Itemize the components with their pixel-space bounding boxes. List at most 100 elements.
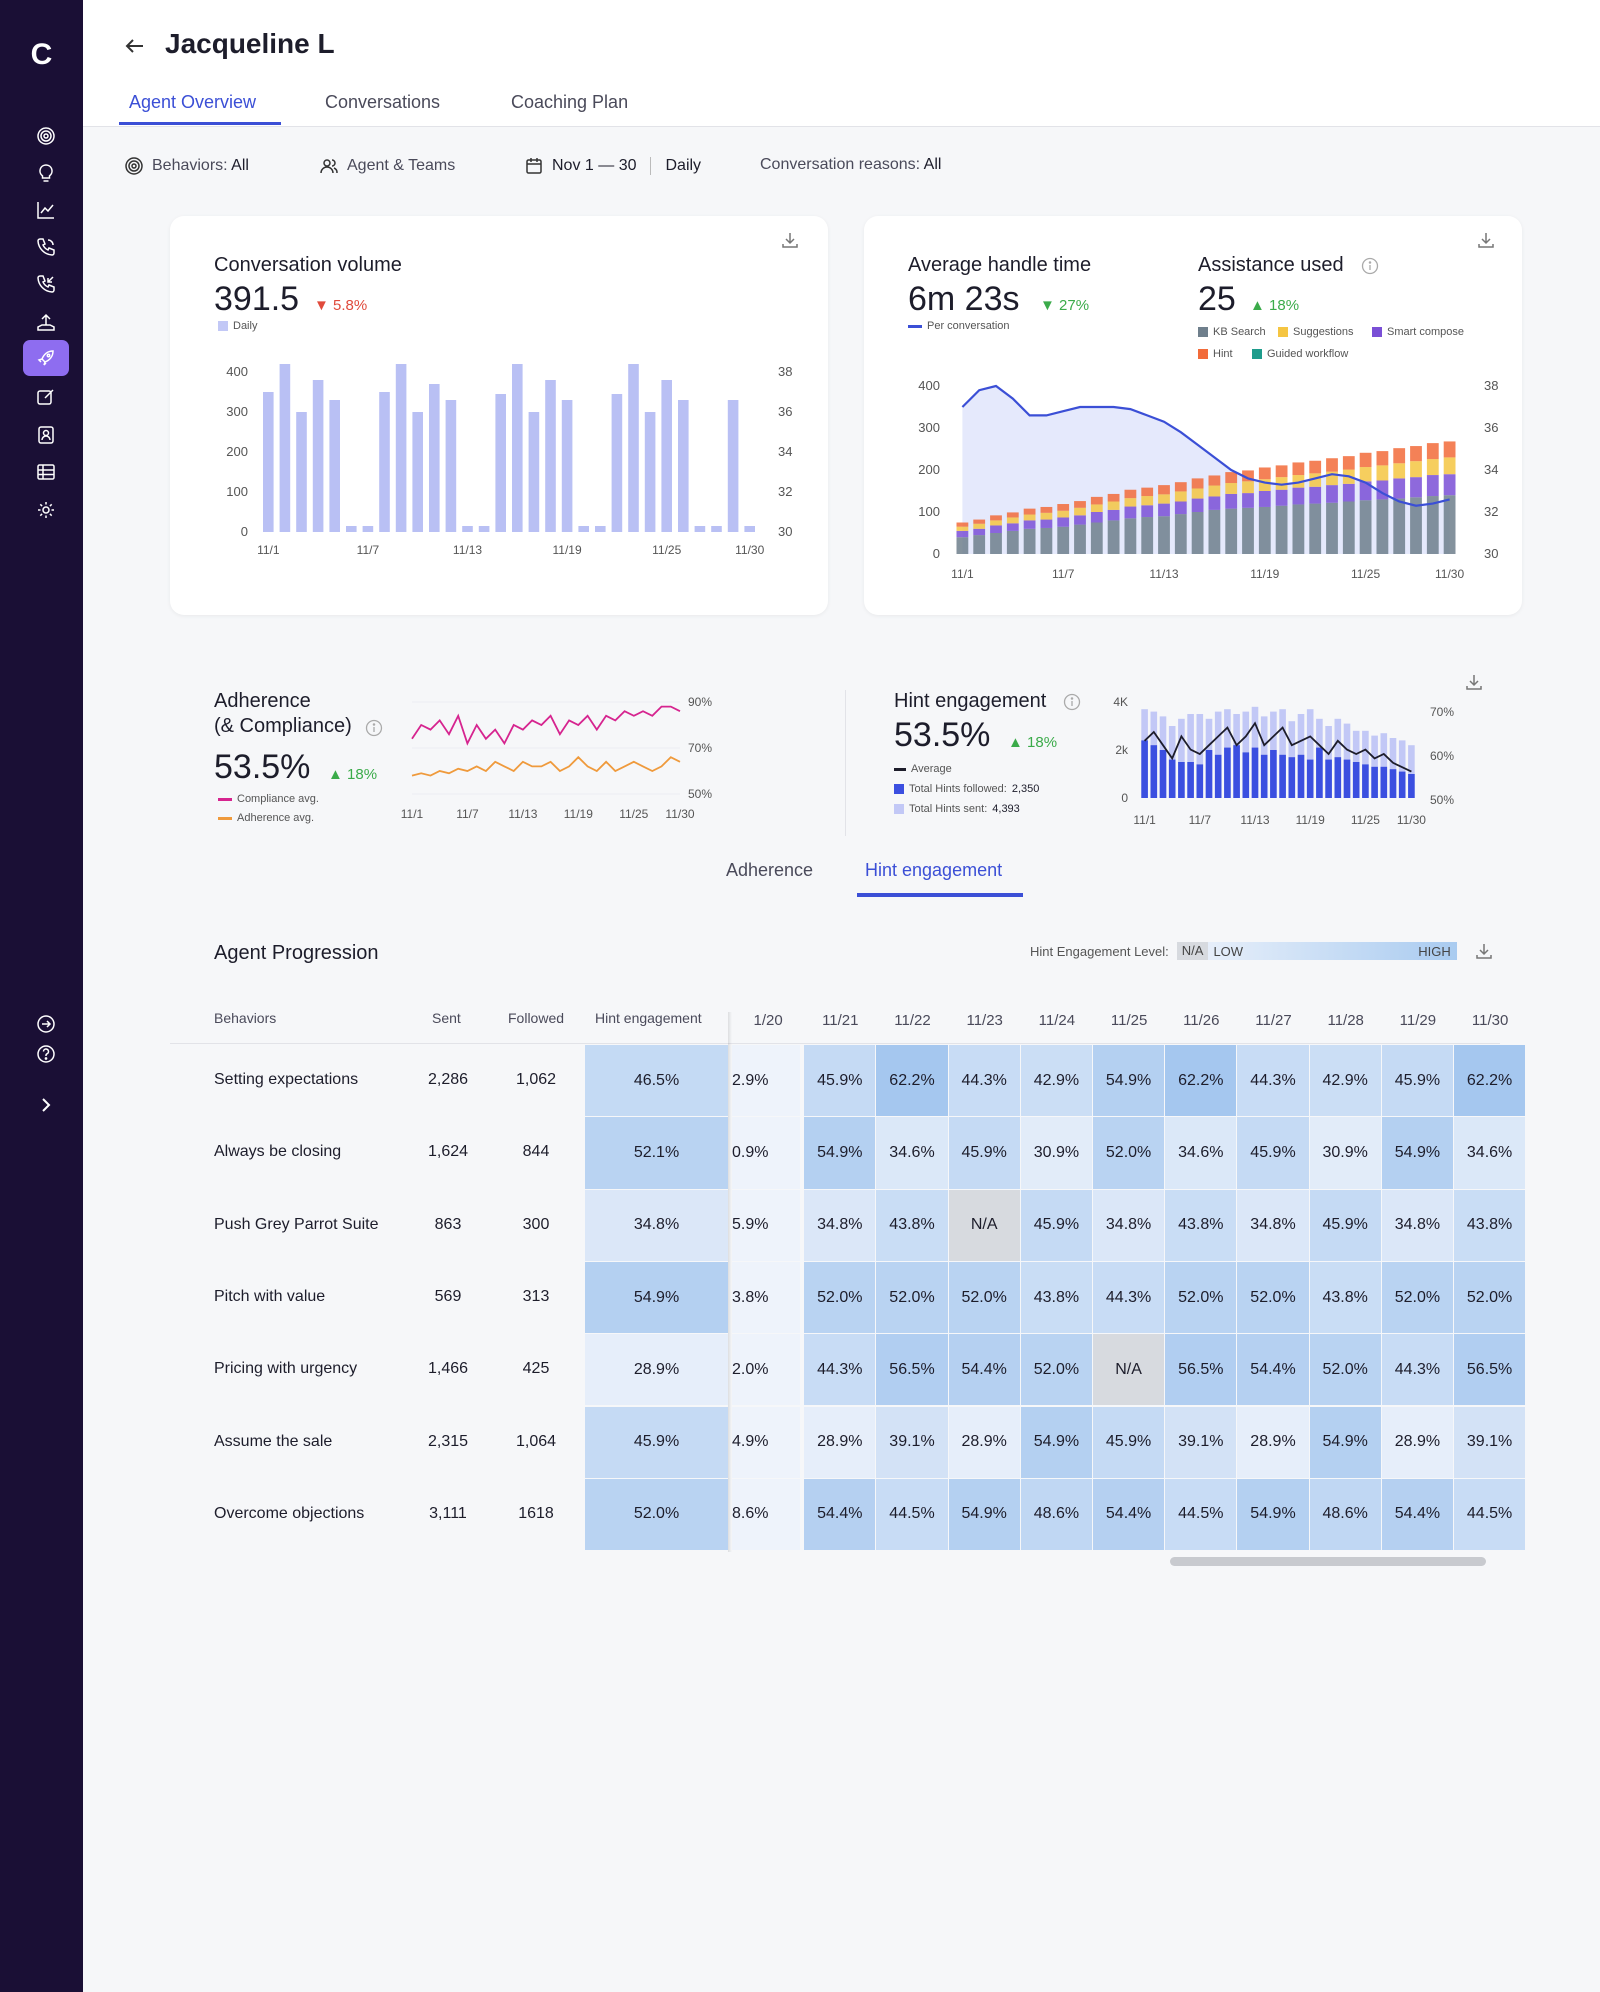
heatmap-cell[interactable]: 52.0% (948, 1261, 1020, 1334)
heatmap-cell[interactable]: 34.8% (1237, 1189, 1309, 1261)
download-icon[interactable] (1476, 230, 1496, 250)
heatmap-cell[interactable]: 5.9% (732, 1189, 801, 1261)
engagement-cell[interactable]: 28.9% (585, 1334, 728, 1406)
heatmap-cell[interactable]: 52.0% (876, 1261, 948, 1334)
heatmap-cell[interactable]: 28.9% (948, 1406, 1020, 1478)
heatmap-cell[interactable]: 54.4% (948, 1334, 1020, 1406)
col-sent[interactable]: Sent (432, 1010, 461, 1026)
heatmap-cell[interactable]: 52.0% (1454, 1261, 1526, 1334)
heatmap-cell[interactable]: 39.1% (1165, 1406, 1237, 1478)
upload-icon[interactable] (23, 304, 69, 340)
heatmap-cell[interactable]: 4.9% (732, 1406, 801, 1478)
heatmap-cell[interactable]: N/A (1093, 1334, 1165, 1406)
heatmap-cell[interactable]: 54.9% (1309, 1406, 1381, 1478)
heatmap-cell[interactable]: 3.8% (732, 1261, 801, 1334)
heatmap-cell[interactable]: 52.0% (1381, 1261, 1453, 1334)
info-icon[interactable] (365, 719, 383, 737)
heatmap-cell[interactable]: 52.0% (1165, 1261, 1237, 1334)
heatmap-cell[interactable]: 44.3% (948, 1045, 1020, 1117)
heatmap-cell[interactable]: 54.9% (804, 1117, 876, 1189)
subtab-hint-engagement[interactable]: Hint engagement (865, 860, 1003, 880)
heatmap-cell[interactable]: 44.3% (804, 1334, 876, 1406)
heatmap-cell[interactable]: 44.5% (1165, 1478, 1237, 1551)
heatmap-cell[interactable]: 52.0% (1093, 1117, 1165, 1189)
heatmap-cell[interactable]: 28.9% (1237, 1406, 1309, 1478)
conversation-reasons-filter[interactable]: Conversation reasons: All (760, 156, 941, 174)
heatmap-cell[interactable]: 28.9% (804, 1406, 876, 1478)
line-chart-icon[interactable] (23, 192, 69, 228)
heatmap-cell[interactable]: 44.5% (1454, 1478, 1526, 1551)
heatmap-cell[interactable]: 45.9% (1381, 1045, 1453, 1117)
heatmap-cell[interactable]: 45.9% (1020, 1189, 1092, 1261)
heatmap-cell[interactable]: 44.5% (876, 1478, 948, 1551)
heatmap-cell[interactable]: 2.9% (732, 1045, 801, 1117)
date-column-header[interactable]: 1/20 (753, 1012, 783, 1029)
heatmap-cell[interactable]: 43.8% (1165, 1189, 1237, 1261)
heatmap-cell[interactable]: N/A (948, 1189, 1020, 1261)
date-filter[interactable]: Nov 1 — 30 Daily (524, 156, 701, 176)
heatmap-cell[interactable]: 54.4% (1093, 1478, 1165, 1551)
heatmap-cell[interactable]: 52.0% (1309, 1334, 1381, 1406)
heatmap-cell[interactable]: 42.9% (1020, 1045, 1092, 1117)
app-logo[interactable]: C (30, 38, 53, 71)
heatmap-cell[interactable]: 48.6% (1309, 1478, 1381, 1551)
date-column-header[interactable]: 11/29 (1399, 1012, 1437, 1029)
heatmap-cell[interactable]: 52.0% (1020, 1334, 1092, 1406)
date-column-header[interactable]: 11/30 (1471, 1012, 1509, 1029)
heatmap-cell[interactable]: 54.9% (1093, 1045, 1165, 1117)
date-column-header[interactable]: 11/21 (822, 1012, 859, 1029)
download-icon[interactable] (780, 230, 800, 250)
behaviors-filter[interactable]: Behaviors: All (124, 156, 249, 176)
heatmap-cell[interactable]: 34.8% (804, 1189, 876, 1261)
gear-icon[interactable] (23, 492, 69, 528)
date-column-header[interactable]: 11/27 (1255, 1012, 1292, 1029)
heatmap-cell[interactable]: 54.4% (804, 1478, 876, 1551)
col-behaviors[interactable]: Behaviors (214, 1010, 277, 1026)
date-column-header[interactable]: 11/28 (1327, 1012, 1364, 1029)
heatmap-cell[interactable]: 54.4% (1381, 1478, 1453, 1551)
heatmap-cell[interactable]: 54.9% (948, 1478, 1020, 1551)
horizontal-scrollbar[interactable] (1170, 1557, 1486, 1566)
download-icon[interactable] (1474, 941, 1494, 961)
back-arrow-icon[interactable] (123, 34, 147, 58)
rocket-icon[interactable] (23, 340, 69, 376)
heatmap-cell[interactable]: 54.9% (1020, 1406, 1092, 1478)
expand-chevron-icon[interactable] (23, 1087, 69, 1123)
heatmap-cell[interactable]: 62.2% (1165, 1045, 1237, 1117)
heatmap-cell[interactable]: 30.9% (1309, 1117, 1381, 1189)
heatmap-cell[interactable]: 45.9% (804, 1045, 876, 1117)
heatmap-cell[interactable]: 54.9% (1381, 1117, 1453, 1189)
heatmap-cell[interactable]: 45.9% (1093, 1406, 1165, 1478)
lightbulb-icon[interactable] (23, 155, 69, 191)
heatmap-cell[interactable]: 2.0% (732, 1334, 801, 1406)
heatmap-cell[interactable]: 44.3% (1381, 1334, 1453, 1406)
heatmap-cell[interactable]: 44.3% (1237, 1045, 1309, 1117)
tab-conversations[interactable]: Conversations (325, 92, 441, 112)
col-followed[interactable]: Followed (508, 1010, 565, 1026)
heatmap-cell[interactable]: 62.2% (1454, 1045, 1526, 1117)
date-column-header[interactable]: 11/25 (1110, 1012, 1148, 1029)
heatmap-cell[interactable]: 34.6% (876, 1117, 948, 1189)
heatmap-cell[interactable]: 0.9% (732, 1117, 801, 1189)
heatmap-cell[interactable]: 39.1% (1454, 1406, 1526, 1478)
date-column-header[interactable]: 11/24 (1038, 1012, 1076, 1029)
date-column-header[interactable]: 11/26 (1183, 1012, 1220, 1029)
heatmap-cell[interactable]: 54.4% (1237, 1334, 1309, 1406)
heatmap-cell[interactable]: 39.1% (876, 1406, 948, 1478)
col-hint-engagement[interactable]: Hint engagement (595, 1010, 702, 1026)
info-icon[interactable] (1361, 257, 1379, 275)
heatmap-cell[interactable]: 45.9% (948, 1117, 1020, 1189)
heatmap-cell[interactable]: 28.9% (1381, 1406, 1453, 1478)
subtab-adherence[interactable]: Adherence (726, 860, 814, 880)
heatmap-cell[interactable]: 56.5% (1165, 1334, 1237, 1406)
engagement-cell[interactable]: 52.1% (585, 1117, 728, 1189)
engagement-cell[interactable]: 46.5% (585, 1045, 728, 1117)
date-column-header[interactable]: 11/23 (966, 1012, 1003, 1029)
heatmap-cell[interactable]: 52.0% (804, 1261, 876, 1334)
heatmap-cell[interactable]: 8.6% (732, 1478, 801, 1551)
tab-agent-overview[interactable]: Agent Overview (129, 92, 257, 112)
engagement-cell[interactable]: 34.8% (585, 1189, 728, 1261)
heatmap-cell[interactable]: 62.2% (876, 1045, 948, 1117)
download-icon[interactable] (1464, 672, 1484, 692)
heatmap-cell[interactable]: 43.8% (1020, 1261, 1092, 1334)
